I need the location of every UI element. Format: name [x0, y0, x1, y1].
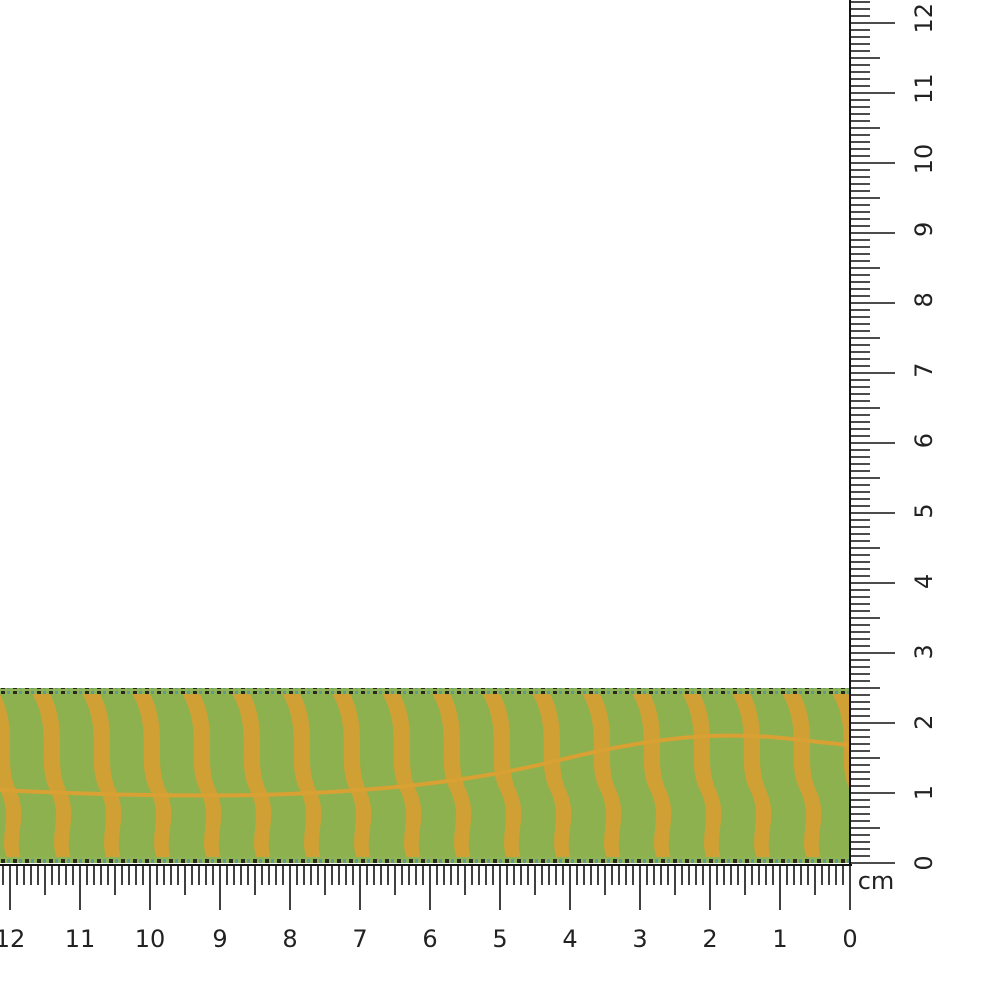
leaf-stripe: [230, 690, 274, 863]
leaf-stripe: [530, 690, 574, 863]
ruler-label: 9: [910, 222, 938, 237]
ruler-label: 1: [772, 925, 787, 953]
ruler-label: 2: [702, 925, 717, 953]
ribbon: [0, 688, 850, 863]
rulers: [0, 0, 895, 910]
ruler-label: 7: [910, 363, 938, 378]
ruler-label: 5: [910, 503, 938, 518]
leaf-stripe: [130, 690, 174, 863]
leaf-stripe: [580, 690, 624, 863]
leaf-stripe: [180, 690, 224, 863]
ruler-label: 0: [910, 855, 938, 870]
ruler-label: 8: [910, 292, 938, 307]
ruler-label: 2: [910, 715, 938, 730]
leaf-stripe: [280, 690, 324, 863]
leaf-stripe: [630, 690, 674, 863]
ruler-label: 3: [632, 925, 647, 953]
ruler-label: 11: [65, 925, 96, 953]
leaf-stripe: [480, 690, 524, 863]
ruler-label: 4: [910, 574, 938, 589]
ruler-label: 6: [910, 433, 938, 448]
leaf-stripe: [30, 690, 74, 863]
ruler-label: 9: [212, 925, 227, 953]
ruler-label: 0: [842, 925, 857, 953]
ruler-label: 5: [492, 925, 507, 953]
unit-label: cm: [858, 867, 895, 895]
leaf-stripe: [330, 690, 374, 863]
leaf-stripe: [680, 690, 724, 863]
ruler-label: 12: [910, 3, 938, 34]
ruler-label: 7: [352, 925, 367, 953]
leaf-stripe: [830, 690, 850, 790]
leaf-stripe: [380, 690, 424, 863]
ruler-label: 12: [0, 925, 25, 953]
ruler-label: 10: [135, 925, 166, 953]
leaf-stripe: [780, 690, 824, 863]
ruler-label: 4: [562, 925, 577, 953]
ruler-label: 3: [910, 644, 938, 659]
ruler-label: 6: [422, 925, 437, 953]
leaf-stripe: [0, 694, 24, 863]
ruler-label: 10: [910, 144, 938, 175]
ruler-label: 8: [282, 925, 297, 953]
leaf-stripe: [430, 690, 474, 863]
leaf-stripe: [80, 690, 124, 863]
ruler-label: 11: [910, 73, 938, 104]
ruler-label: 1: [910, 785, 938, 800]
leaf-stripe: [730, 690, 774, 863]
